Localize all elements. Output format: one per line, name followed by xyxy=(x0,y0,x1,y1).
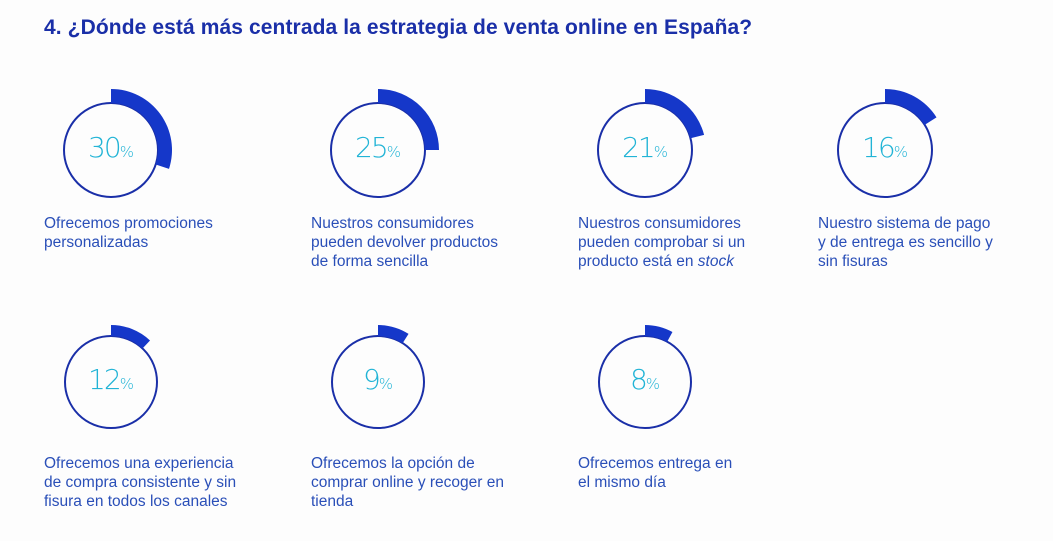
donut-chart xyxy=(330,89,439,198)
donut-chart xyxy=(63,89,172,198)
percent-value: 25 xyxy=(355,131,389,164)
donut-card: 30% Ofrecemos promociones personalizadas xyxy=(44,80,287,300)
percent-symbol: % xyxy=(119,375,134,393)
donut-segment xyxy=(885,89,937,125)
category-label: Nuestros consumidores pueden comprobar si… xyxy=(578,214,808,271)
percent-label: 16% xyxy=(837,131,933,164)
label-line: producto está en xyxy=(578,253,698,270)
percent-value: 12 xyxy=(88,363,122,396)
percent-value: 30 xyxy=(88,131,122,164)
percent-value: 9 xyxy=(362,363,381,396)
label-line: Nuestro sistema de pago xyxy=(818,215,991,232)
percent-symbol: % xyxy=(386,143,401,161)
donut-card: 16% Nuestro sistema de pago y de entrega e… xyxy=(818,80,1053,300)
donut-card: 12% Ofrecemos una experiencia de compra co… xyxy=(44,316,287,536)
donut-segment xyxy=(111,89,172,169)
category-label: Ofrecemos la opción de comprar online y r… xyxy=(311,454,541,511)
label-line: tienda xyxy=(311,493,354,510)
category-label: Nuestro sistema de pago y de entrega es s… xyxy=(818,214,1048,271)
percent-label: 21% xyxy=(597,131,693,164)
label-line: Ofrecemos entrega en xyxy=(578,455,733,472)
percent-symbol: % xyxy=(893,143,908,161)
percent-value: 16 xyxy=(862,131,896,164)
donut-segment xyxy=(111,325,151,349)
label-line: el mismo día xyxy=(578,474,666,491)
percent-symbol: % xyxy=(119,143,134,161)
label-line: de forma sencilla xyxy=(311,253,429,270)
donut-segment xyxy=(378,325,409,344)
label-line: comprar online y recoger en xyxy=(311,474,504,491)
percent-label: 25% xyxy=(330,131,426,164)
donut-segment xyxy=(378,89,439,150)
percent-label: 8% xyxy=(597,363,693,396)
chart-title: 4. ¿Dónde está más centrada la estrategi… xyxy=(44,16,753,39)
donut-chart xyxy=(64,325,158,429)
donut-segment xyxy=(645,325,673,342)
donut-chart xyxy=(598,325,692,429)
donut-card: 25% Nuestros consumidores pueden devolver … xyxy=(311,80,554,300)
percent-label: 9% xyxy=(330,363,426,396)
label-line: Nuestros consumidores xyxy=(311,215,474,232)
label-line: fisura en todos los canales xyxy=(44,493,228,510)
donut-card: 21% Nuestros consumidores pueden comprobar… xyxy=(578,80,821,300)
donut-segment xyxy=(645,89,705,139)
label-line: Ofrecemos promociones xyxy=(44,215,213,232)
category-label: Ofrecemos entrega en el mismo día xyxy=(578,454,808,492)
percent-value: 21 xyxy=(622,131,656,164)
donut-chart xyxy=(331,325,425,429)
donut-chart xyxy=(597,89,705,198)
category-label: Ofrecemos una experiencia de compra consi… xyxy=(44,454,274,511)
donut-card: 8% Ofrecemos entrega en el mismo día xyxy=(578,316,821,536)
label-italic: stock xyxy=(697,253,734,270)
percent-label: 30% xyxy=(63,131,159,164)
donut-chart xyxy=(837,89,937,198)
label-line: pueden devolver productos xyxy=(311,234,498,251)
label-line: pueden comprobar si un xyxy=(578,234,746,251)
percent-symbol: % xyxy=(653,143,668,161)
percent-label: 12% xyxy=(63,363,159,396)
label-line: Ofrecemos la opción de xyxy=(311,455,475,472)
label-line: y de entrega es sencillo y xyxy=(818,234,993,251)
label-line: personalizadas xyxy=(44,234,149,251)
label-line: de compra consistente y sin xyxy=(44,474,237,491)
category-label: Ofrecemos promociones personalizadas xyxy=(44,214,274,252)
label-line: sin fisuras xyxy=(818,253,888,270)
percent-symbol: % xyxy=(645,375,661,393)
percent-symbol: % xyxy=(378,375,394,393)
percent-value: 8 xyxy=(629,363,648,396)
category-label: Nuestros consumidores pueden devolver pro… xyxy=(311,214,541,271)
label-line: Nuestros consumidores xyxy=(578,215,741,232)
donut-card: 9% Ofrecemos la opción de comprar online y… xyxy=(311,316,554,536)
label-line: Ofrecemos una experiencia xyxy=(44,455,234,472)
